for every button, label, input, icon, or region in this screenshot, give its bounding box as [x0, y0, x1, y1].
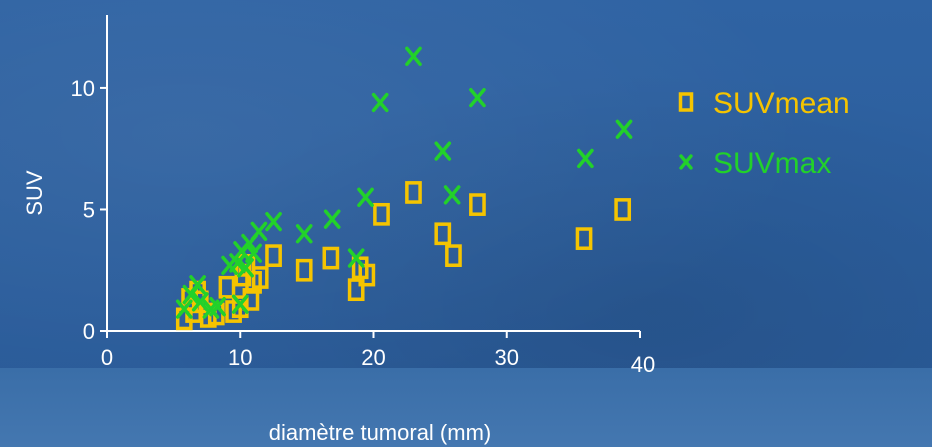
suvmean-point: [445, 244, 462, 267]
suvmax-stroke: [191, 292, 209, 312]
suvmax-stroke: [357, 187, 374, 207]
suvmax-stroke: [209, 297, 226, 317]
suvmean-point: [434, 222, 452, 246]
x-tick-label: 40: [631, 352, 655, 377]
suvmax-stroke: [245, 243, 262, 263]
suvmax-point: [615, 119, 633, 139]
suvmean-point: [265, 244, 282, 267]
suvmax-stroke: [265, 211, 282, 232]
suvmax-point: [357, 187, 374, 207]
suvmean-point: [469, 193, 486, 216]
suvmax-stroke: [405, 46, 422, 66]
x-tick-label: 20: [361, 345, 385, 370]
x-tick-label: 30: [495, 345, 519, 370]
suvmean-point: [295, 258, 313, 282]
y-axis-title: SUV: [22, 170, 47, 216]
legend: SUVmean SUVmax: [678, 87, 850, 180]
suvmax-point: [175, 299, 193, 319]
y-tick-label: 5: [83, 197, 95, 222]
suvmax-point: [405, 46, 422, 66]
suvmax-stroke: [189, 275, 206, 295]
suvmax-point: [347, 248, 365, 268]
suvmax-stroke: [443, 185, 461, 205]
suvmax-stroke: [615, 119, 633, 139]
suvmax-stroke: [347, 248, 365, 268]
suvmax-stroke: [577, 148, 594, 169]
suvmean-point: [614, 198, 632, 221]
y-tick-label: 10: [71, 76, 95, 101]
suvmax-stroke: [679, 154, 693, 170]
suvmax-point: [265, 211, 282, 232]
data-points: [175, 46, 633, 331]
suvmax-stroke: [175, 299, 193, 319]
suvmean-point: [218, 275, 236, 299]
suvmean-point: [405, 181, 422, 204]
suvmax-point: [443, 185, 461, 205]
suvmax-point: [231, 294, 249, 314]
suvmean-point: [678, 92, 694, 112]
suvmax-point: [189, 275, 206, 295]
suvmax-point: [469, 87, 486, 108]
suvmean-point: [358, 263, 376, 287]
suvmax-point: [577, 148, 594, 169]
suvmax-point: [209, 297, 226, 317]
suvmax-stroke: [231, 294, 249, 314]
suvmax-stroke: [229, 253, 246, 273]
suvmax-point: [323, 209, 341, 229]
suvmax-point: [295, 224, 313, 244]
y-tick-label: 0: [83, 319, 95, 344]
suvmean-point: [373, 202, 390, 226]
suvmean-point: [251, 266, 269, 289]
suvmax-point: [371, 92, 389, 113]
suvmean-point: [231, 295, 249, 319]
suvmean-point: [322, 246, 340, 270]
x-tick-label: 10: [228, 345, 252, 370]
suvmax-point: [250, 221, 268, 242]
bottom-band: [0, 368, 932, 447]
x-tick-label: 0: [101, 345, 113, 370]
suvmean-point: [347, 278, 365, 302]
suvmax-stroke: [434, 141, 452, 161]
ticks: 0 10 20 30 40 0 5 10: [71, 76, 656, 377]
suvmax-stroke: [295, 224, 313, 244]
suvmax-stroke: [250, 221, 268, 242]
suvmax-stroke: [469, 87, 486, 108]
suvmax-stroke: [323, 209, 341, 229]
legend-label-suvmax: SUVmax: [713, 147, 831, 180]
suvmax-point: [679, 154, 693, 170]
suvmax-stroke: [237, 258, 254, 278]
suvmax-stroke: [371, 92, 389, 113]
suvmean-point: [575, 227, 593, 250]
suvmax-point: [237, 258, 254, 278]
suvmax-point: [245, 243, 262, 263]
x-axis-title: diamètre tumoral (mm): [269, 420, 491, 445]
suvmax-point: [229, 253, 246, 273]
suvmax-point: [434, 141, 452, 161]
suvmax-point: [191, 292, 209, 312]
legend-label-suvmean: SUVmean: [713, 87, 850, 120]
